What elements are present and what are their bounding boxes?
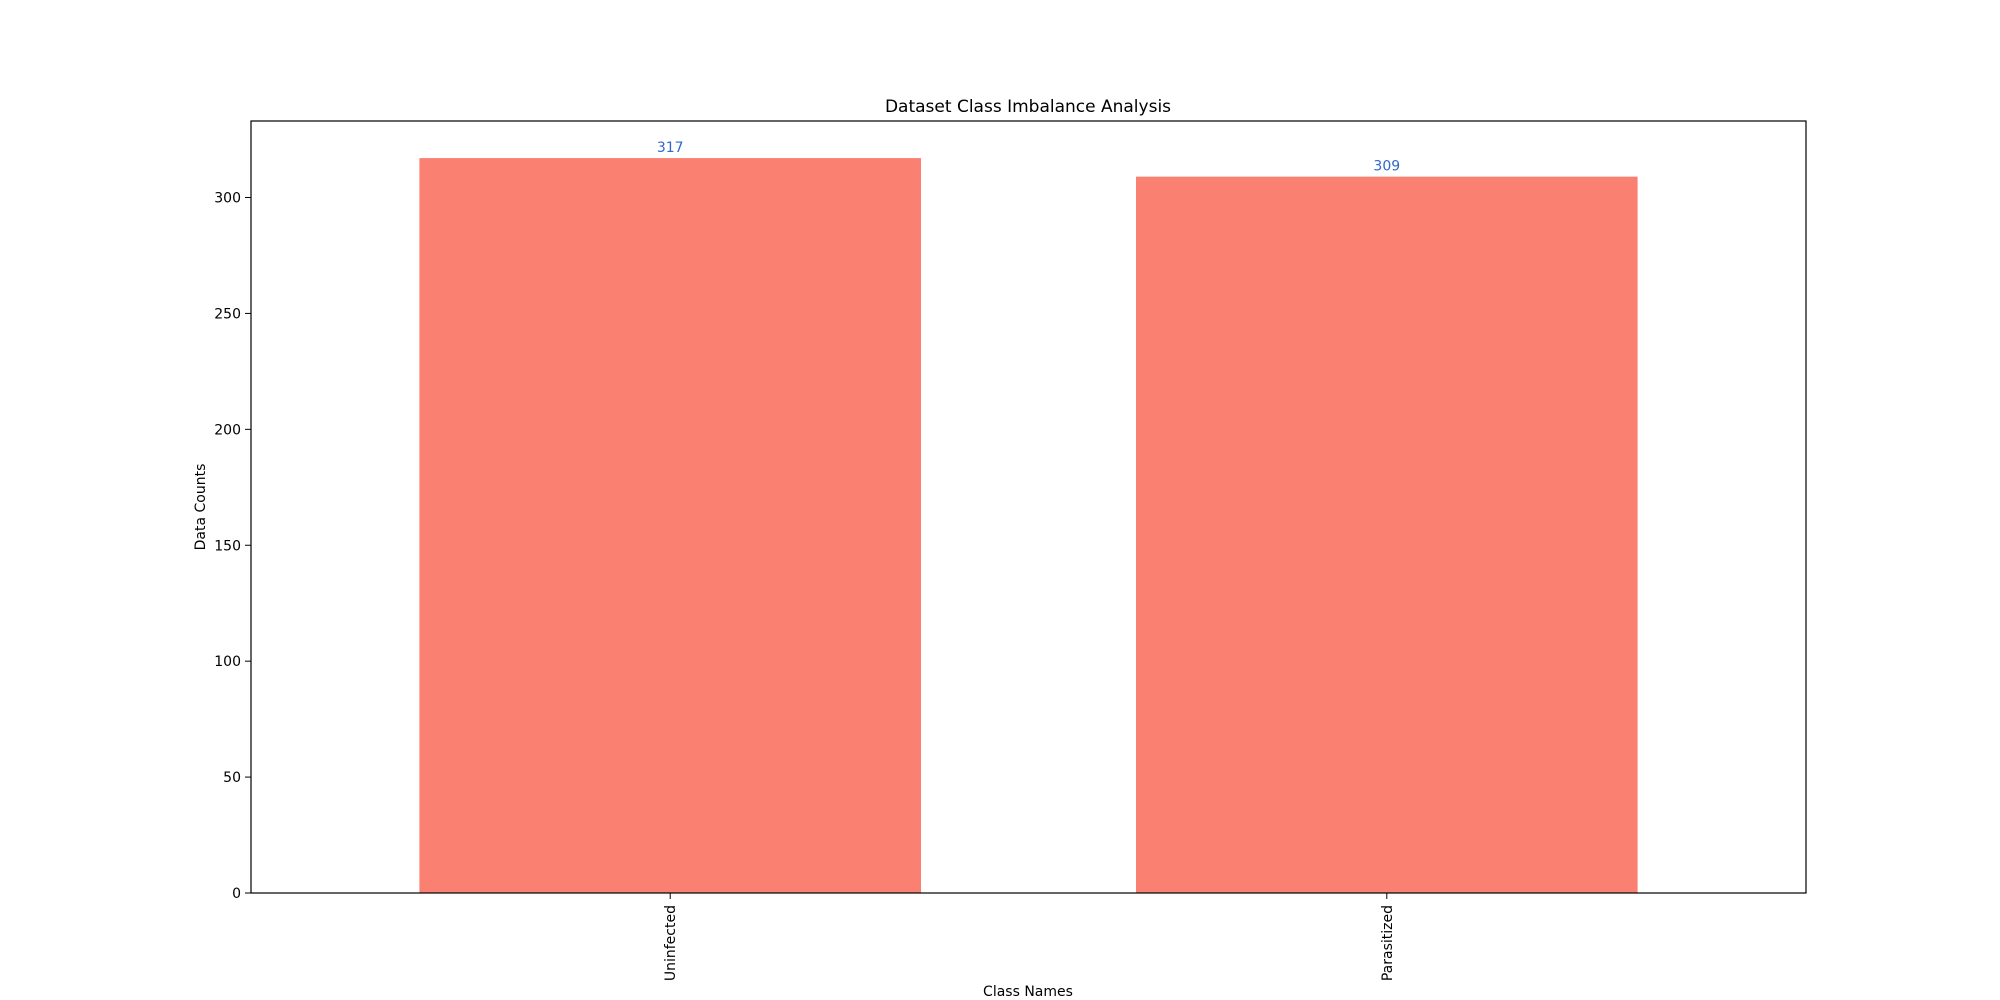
y-tick-label: 50 xyxy=(223,770,241,786)
data-labels-group: 317 309 xyxy=(657,140,1400,175)
plot-frame xyxy=(250,120,1807,894)
y-tick-label: 150 xyxy=(214,538,241,554)
data-label-uninfected: 317 xyxy=(657,140,684,156)
bar-uninfected xyxy=(419,158,922,894)
y-tick-label: 0 xyxy=(232,886,241,902)
y-tick-label: 250 xyxy=(214,306,241,322)
bars-group xyxy=(419,158,1638,894)
x-tick-label-parasitized: Parasitized xyxy=(1380,905,1396,981)
chart-title: Dataset Class Imbalance Analysis xyxy=(885,97,1171,117)
x-tick-label-uninfected: Uninfected xyxy=(663,905,679,981)
x-axis-ticks: Uninfected Parasitized xyxy=(663,893,1396,981)
y-tick-label: 300 xyxy=(214,191,241,207)
data-label-parasitized: 309 xyxy=(1373,159,1400,175)
y-axis-ticks: 0 50 100 150 200 250 300 xyxy=(214,191,251,902)
y-axis-label: Data Counts xyxy=(193,464,209,551)
y-tick-label: 200 xyxy=(214,422,241,438)
x-axis-label: Class Names xyxy=(983,984,1073,1000)
y-tick-label: 100 xyxy=(214,654,241,670)
bar-parasitized xyxy=(1135,176,1638,893)
